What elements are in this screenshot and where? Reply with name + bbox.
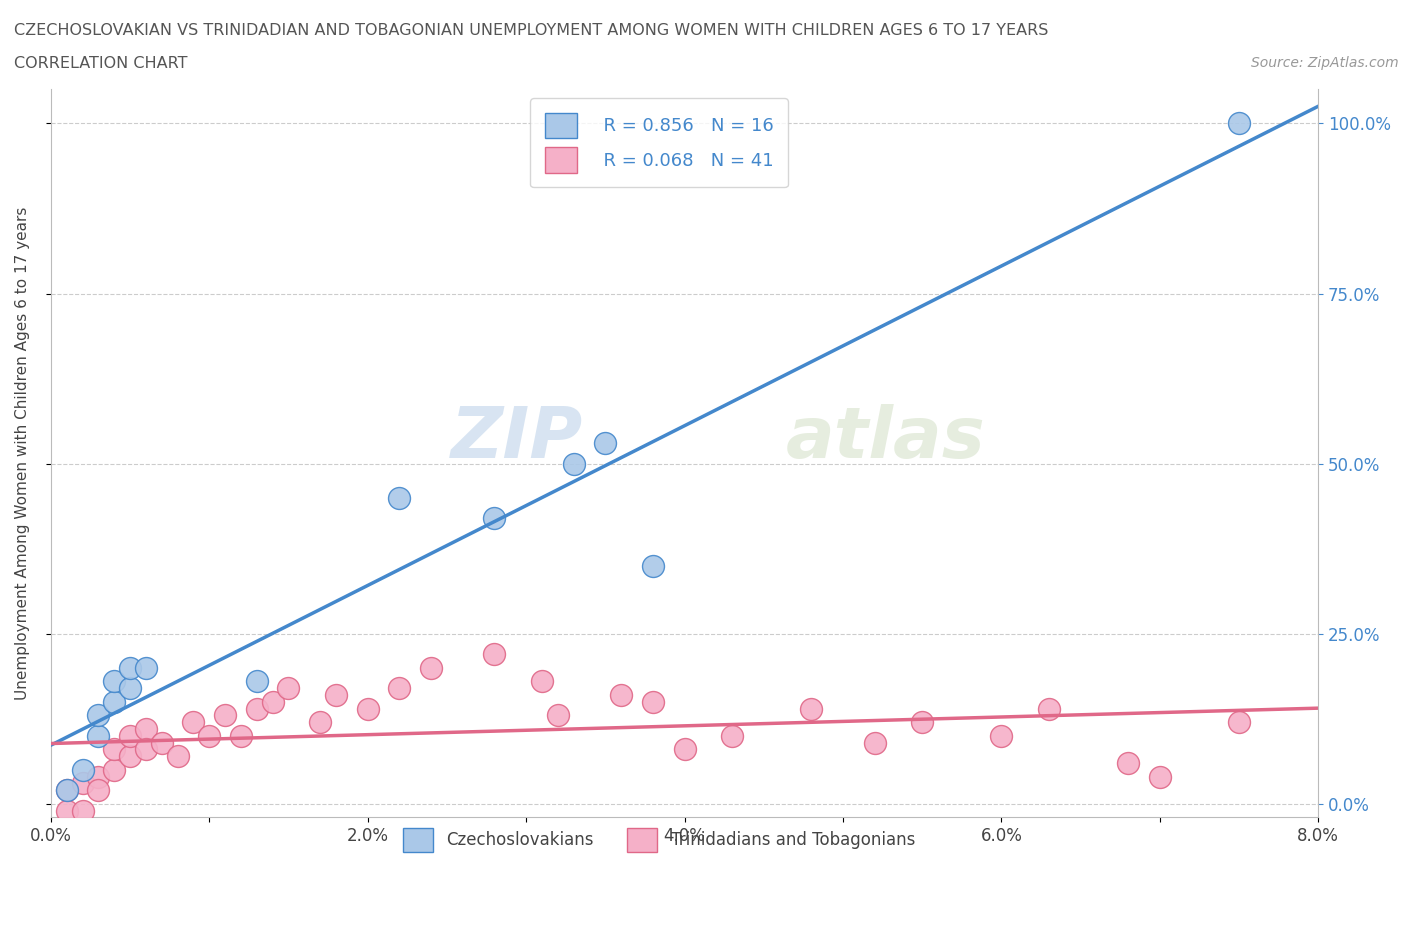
Point <box>135 742 157 757</box>
Point <box>262 695 284 710</box>
Point <box>72 804 94 818</box>
Point <box>484 646 506 661</box>
Point <box>1116 755 1139 770</box>
Point <box>610 687 633 702</box>
Text: ZIP: ZIP <box>451 405 583 473</box>
Point <box>214 708 236 723</box>
Text: atlas: atlas <box>786 405 986 473</box>
Point <box>246 674 269 689</box>
Text: Source: ZipAtlas.com: Source: ZipAtlas.com <box>1251 56 1399 70</box>
Point <box>150 735 173 750</box>
Point <box>166 749 188 764</box>
Point <box>673 742 696 757</box>
Point <box>135 722 157 737</box>
Point <box>1227 715 1250 730</box>
Legend: Czechoslovakians, Trinidadians and Tobagonians: Czechoslovakians, Trinidadians and Tobag… <box>395 819 924 860</box>
Point <box>135 660 157 675</box>
Point <box>547 708 569 723</box>
Point <box>357 701 380 716</box>
Point <box>277 681 299 696</box>
Point <box>863 735 886 750</box>
Point <box>87 769 110 784</box>
Point <box>562 457 585 472</box>
Point <box>246 701 269 716</box>
Y-axis label: Unemployment Among Women with Children Ages 6 to 17 years: Unemployment Among Women with Children A… <box>15 206 30 700</box>
Point <box>72 776 94 790</box>
Point <box>911 715 934 730</box>
Point <box>103 763 125 777</box>
Point <box>118 660 141 675</box>
Point <box>87 783 110 798</box>
Point <box>530 674 553 689</box>
Point <box>118 728 141 743</box>
Point <box>309 715 332 730</box>
Point <box>198 728 221 743</box>
Point <box>1038 701 1060 716</box>
Point <box>103 674 125 689</box>
Point <box>183 715 205 730</box>
Point <box>1149 769 1171 784</box>
Point <box>325 687 347 702</box>
Point <box>484 511 506 525</box>
Point <box>55 783 77 798</box>
Point <box>721 728 744 743</box>
Point <box>800 701 823 716</box>
Point <box>229 728 252 743</box>
Text: CZECHOSLOVAKIAN VS TRINIDADIAN AND TOBAGONIAN UNEMPLOYMENT AMONG WOMEN WITH CHIL: CZECHOSLOVAKIAN VS TRINIDADIAN AND TOBAG… <box>14 23 1049 38</box>
Point <box>55 783 77 798</box>
Point <box>641 695 664 710</box>
Point <box>388 681 411 696</box>
Point <box>103 695 125 710</box>
Point <box>72 763 94 777</box>
Point <box>1227 116 1250 131</box>
Point <box>118 681 141 696</box>
Point <box>103 742 125 757</box>
Point <box>420 660 443 675</box>
Point <box>55 804 77 818</box>
Point <box>87 708 110 723</box>
Point <box>641 558 664 573</box>
Point <box>388 490 411 505</box>
Point <box>87 728 110 743</box>
Point <box>595 436 617 451</box>
Point <box>990 728 1012 743</box>
Point <box>118 749 141 764</box>
Text: CORRELATION CHART: CORRELATION CHART <box>14 56 187 71</box>
